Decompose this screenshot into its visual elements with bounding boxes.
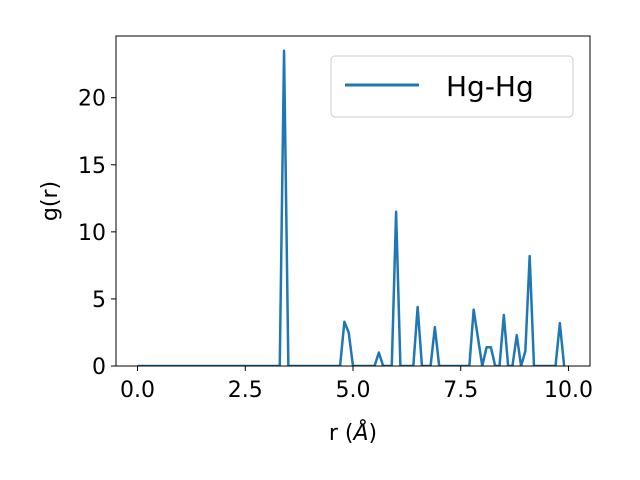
legend-box (330, 55, 574, 118)
legend: Hg-Hg (330, 55, 574, 118)
x-axis-label: r (Å) (329, 419, 377, 446)
y-axis-label: g(r) (38, 181, 63, 221)
x-tick-label: 7.5 (443, 378, 478, 403)
x-tick-label: 10.0 (544, 378, 593, 403)
y-tick-label: 20 (78, 87, 106, 112)
x-axis-label-suffix: ) (369, 421, 378, 446)
series-line-hg-hg (137, 49, 566, 366)
plot-area (137, 49, 566, 366)
axis-ticks: 0.0 2.5 5.0 7.5 10.0 0 5 10 15 20 (78, 87, 593, 403)
x-tick-label: 2.5 (228, 378, 263, 403)
x-tick-label: 5.0 (336, 378, 371, 403)
x-axis-label-unit: Å (351, 419, 368, 446)
x-tick-label: 0.0 (120, 378, 155, 403)
y-tick-label: 10 (78, 221, 106, 246)
axes-frame (115, 35, 591, 367)
y-tick-label: 0 (92, 355, 106, 380)
legend-label-hg-hg: Hg-Hg (446, 70, 534, 103)
x-axis-label-prefix: r ( (329, 421, 354, 446)
y-tick-label: 5 (92, 288, 106, 313)
y-tick-label: 15 (78, 154, 106, 179)
